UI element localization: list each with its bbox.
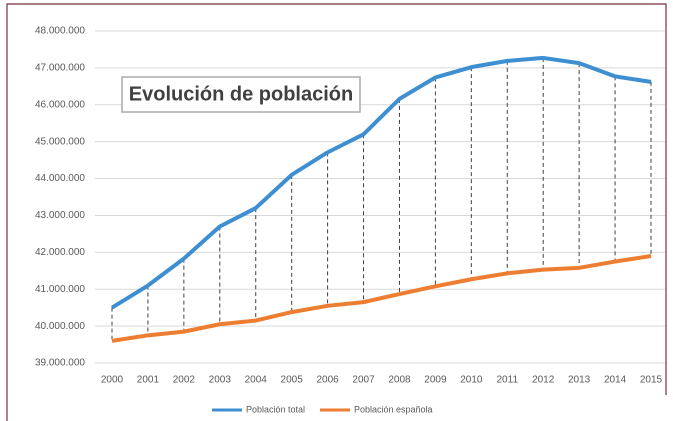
series-line — [110, 55, 652, 310]
x-tick-label: 2011 — [497, 375, 519, 386]
frame — [6, 3, 667, 421]
x-tick-label: 2003 — [209, 375, 232, 386]
chart-title: Evolución de población — [129, 83, 353, 105]
x-tick-label: 2004 — [245, 375, 268, 386]
title-box — [121, 76, 361, 113]
series-line — [111, 254, 652, 343]
x-tick-label: 2001 — [137, 375, 160, 386]
y-tick-label: 41.000.000 — [35, 284, 85, 295]
x-tick-label: 2008 — [388, 375, 411, 386]
legend-label: Población española — [354, 404, 433, 414]
x-tick-label: 2010 — [460, 375, 483, 386]
x-tick-label: 2009 — [424, 375, 447, 386]
y-tick-label: 42.000.000 — [35, 247, 85, 258]
y-tick-label: 44.000.000 — [35, 173, 85, 184]
y-tick-label: 46.000.000 — [35, 99, 85, 110]
x-tick-label: 2014 — [604, 375, 627, 386]
x-tick-label: 2013 — [568, 375, 591, 386]
x-tick-label: 2015 — [640, 375, 663, 386]
x-tick-label: 2002 — [173, 375, 196, 386]
y-tick-label: 39.000.000 — [35, 358, 85, 369]
y-tick-label: 43.000.000 — [35, 210, 85, 221]
y-tick-label: 48.000.000 — [35, 26, 85, 37]
x-tick-label: 2005 — [281, 375, 304, 386]
x-tick-label: 2000 — [101, 375, 124, 386]
x-tick-label: 2006 — [316, 375, 339, 386]
x-tick-label: 2012 — [532, 375, 555, 386]
y-tick-label: 40.000.000 — [35, 321, 85, 332]
y-tick-label: 45.000.000 — [35, 136, 85, 147]
legend-label: Población total — [246, 404, 305, 414]
y-tick-label: 47.000.000 — [35, 63, 85, 74]
x-tick-label: 2007 — [352, 375, 375, 386]
